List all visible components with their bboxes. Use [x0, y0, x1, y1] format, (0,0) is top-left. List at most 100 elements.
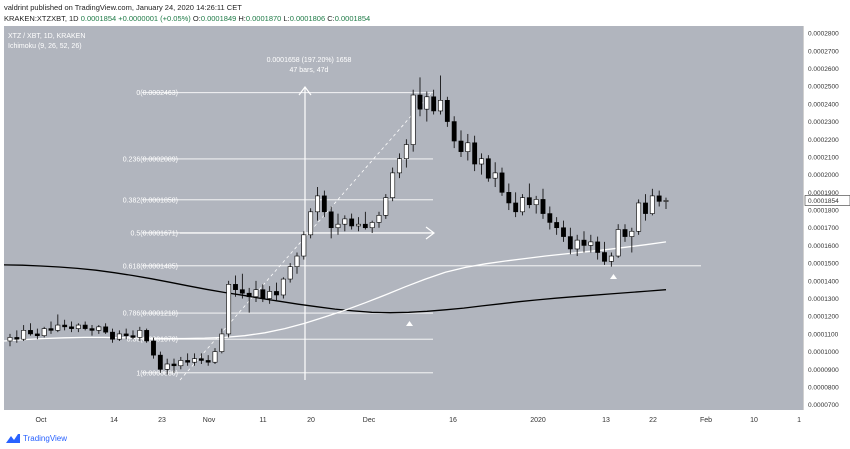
close-label: C: [327, 14, 335, 23]
candle-body [506, 192, 512, 204]
price-tick-label: 0.0000800 [808, 384, 839, 391]
price-tick-label: 0.0001400 [808, 278, 839, 285]
candle-body [629, 230, 635, 237]
candle-body [246, 292, 252, 298]
candle-body [205, 360, 211, 363]
dark-moving-average [3, 264, 667, 314]
candle-body [144, 330, 150, 342]
candle-body [438, 100, 443, 112]
candle [274, 282, 279, 301]
chart-canvas[interactable]: XTZ / XBT, 1D, KRAKEN Ichimoku (9, 26, 5… [3, 26, 803, 410]
candle [636, 199, 642, 235]
candle [69, 321, 74, 333]
candle-body [615, 229, 621, 257]
candle-body [547, 213, 553, 223]
candle [356, 217, 361, 232]
candle [520, 194, 525, 216]
candle [294, 252, 300, 274]
fib-level-label: 0.618(0.0001485) [123, 263, 178, 270]
candle [362, 211, 368, 230]
price-tick-label: 0.0002400 [808, 101, 839, 108]
candle-body [479, 158, 484, 165]
candle-body [123, 333, 129, 336]
candle [239, 273, 245, 299]
candle-body [34, 333, 40, 336]
price-tick-label: 0.0001500 [808, 261, 839, 268]
candle-body [403, 144, 409, 160]
measure-label-1: 0.0001658 (197.20%) 1658 [267, 57, 352, 64]
candle [417, 77, 423, 117]
candle [369, 220, 375, 234]
candle-body [513, 202, 519, 213]
candle [205, 355, 211, 366]
candle-body [267, 291, 273, 299]
arrow-up-icon [298, 86, 312, 96]
candle-body [253, 289, 259, 298]
time-tick-label: 1 [797, 417, 801, 424]
legend-indicator: Ichimoku (9, 26, 52, 26) [8, 43, 82, 50]
candle-body [649, 195, 655, 214]
time-tick-label: Oct [36, 417, 47, 424]
measure-tool[interactable]: 0.0001658 (197.20%) 1658 47 bars, 47d [180, 57, 435, 380]
candle [451, 116, 457, 149]
candle-body [274, 291, 279, 296]
candle-body [192, 358, 197, 363]
candle [390, 167, 396, 202]
price-tick-label: 0.0001800 [808, 208, 839, 215]
candle-body [239, 289, 245, 294]
candle [144, 328, 150, 343]
candle-body [533, 199, 539, 206]
trend-line[interactable] [179, 90, 434, 381]
candle [14, 330, 20, 343]
candle-body [328, 211, 334, 229]
time-axis-scale: Oct 14 23 Nov 11 20 Dec 16 2020 13 22 Feb 10 1 [36, 417, 802, 424]
candle-body [602, 252, 607, 262]
time-axis[interactable]: Oct 14 23 Nov 11 20 Dec 16 2020 13 22 Feb 10 1 [4, 410, 803, 428]
candle-body [636, 202, 642, 232]
candle-body [417, 94, 423, 110]
candle-body [567, 236, 573, 250]
candle [226, 280, 232, 338]
candle [663, 197, 669, 209]
candle-body [62, 324, 68, 328]
candle [21, 325, 27, 341]
candle [458, 130, 464, 157]
candle [103, 323, 109, 334]
candle [540, 188, 546, 219]
price-tick-label: 0.0000700 [808, 402, 839, 409]
candle [554, 217, 560, 235]
candle-body [226, 284, 232, 335]
time-tick-label: 22 [649, 417, 657, 424]
candle-body [458, 140, 464, 152]
candle [479, 153, 484, 175]
candle [513, 192, 519, 218]
tradingview-brand[interactable]: TradingView [6, 434, 67, 443]
candle-body [643, 202, 648, 214]
time-tick-label: 23 [158, 417, 166, 424]
last-price: 0.0001854 [80, 14, 117, 23]
candle-body [410, 94, 416, 145]
candle [321, 190, 327, 218]
candle-body [7, 337, 13, 342]
candle [547, 206, 553, 230]
triangle-marker-2-icon [610, 274, 617, 279]
candle-body [608, 255, 614, 262]
candle-body [492, 172, 498, 179]
price-axis[interactable]: 0.0002800 0.0002700 0.0002600 0.0002500 0.00… [803, 26, 850, 410]
time-tick-label: 10 [750, 417, 758, 424]
candle-body [356, 223, 361, 227]
candle-body [260, 289, 266, 299]
candle [89, 325, 95, 336]
candle-body [390, 172, 396, 198]
moving-averages [3, 241, 667, 342]
candle-body [472, 142, 478, 165]
candle-body [21, 330, 27, 340]
candle [410, 89, 416, 152]
candle [233, 275, 238, 297]
candle-body [485, 158, 491, 179]
candle [157, 351, 163, 373]
candlestick-chart[interactable]: XTZ / XBT, 1D, KRAKEN Ichimoku (9, 26, 5… [3, 26, 803, 410]
candle-body [96, 326, 102, 331]
candle [260, 284, 266, 303]
fib-level-label: 0(0.0002463) [136, 90, 178, 97]
